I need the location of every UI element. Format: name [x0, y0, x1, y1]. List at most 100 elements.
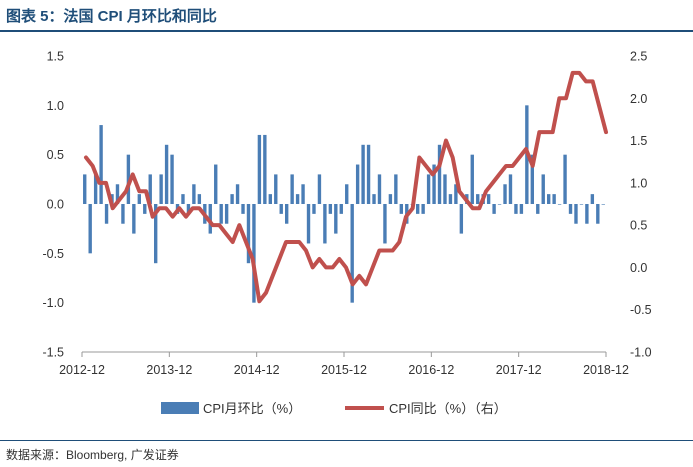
bar-mom — [579, 204, 584, 205]
bar-mom — [192, 184, 196, 204]
bar-mom — [492, 204, 496, 214]
bar-mom — [366, 144, 371, 204]
bar-mom — [132, 204, 136, 234]
bar-mom — [279, 204, 283, 214]
bar-mom — [339, 204, 343, 214]
y-right-tick-label: 1.5 — [630, 134, 647, 148]
bar-mom — [137, 194, 141, 204]
chart: 2012-12 2013-12 2014-12 2015-12 2016-12 2017-… — [42, 50, 652, 417]
bar-mom — [181, 194, 185, 204]
bar-mom — [585, 204, 589, 224]
chart-title: 图表 5：法国 CPI 月环比和同比 — [6, 8, 217, 25]
bar-mom — [235, 184, 240, 204]
bar-mom — [541, 174, 545, 204]
bar-mom — [547, 194, 551, 204]
bar-mom — [328, 204, 333, 214]
bar-mom — [416, 204, 420, 214]
bar-mom — [486, 194, 491, 204]
bar-mom — [186, 204, 191, 214]
bar-mom — [388, 194, 393, 204]
bar-mom — [601, 204, 605, 205]
y-left-tick-label: -0.5 — [42, 247, 64, 261]
bar-mom — [268, 194, 272, 204]
bar-mom — [350, 204, 354, 303]
y-left-tick-label: 1.5 — [47, 50, 64, 64]
bar-mom — [399, 204, 403, 214]
bar-mom — [426, 174, 431, 204]
y-right-tick-label: 2.0 — [630, 92, 647, 106]
bar-mom — [355, 164, 360, 204]
bar-mom — [590, 194, 595, 204]
bar-mom — [295, 194, 300, 204]
bar-mom — [514, 204, 518, 214]
bar-mom — [334, 204, 338, 234]
bar-mom — [568, 204, 573, 214]
bar-mom — [301, 184, 305, 204]
line-yoy — [84, 70, 608, 304]
x-tick-label: 2017-12 — [496, 363, 542, 377]
bar-mom — [454, 184, 458, 204]
bar-mom — [345, 184, 349, 204]
bar-mom — [83, 174, 87, 204]
bar-mom — [563, 154, 567, 204]
bar-mom — [503, 184, 507, 204]
y-right-tick-label: -1.0 — [630, 346, 652, 360]
x-tick-label: 2014-12 — [234, 363, 280, 377]
bar-mom — [219, 204, 223, 224]
bar-mom — [126, 154, 131, 204]
bar-mom — [290, 174, 294, 204]
bar-mom — [432, 164, 436, 204]
bar-mom — [519, 204, 524, 214]
bar-mom — [306, 204, 311, 244]
bar-mom — [263, 134, 267, 204]
y-left-tick-label: -1.5 — [42, 346, 64, 360]
bar-mom — [470, 154, 474, 204]
bar-mom — [252, 204, 256, 303]
bar-mom — [99, 125, 103, 204]
x-tick-label: 2013-12 — [146, 363, 192, 377]
source-note: 数据来源：Bloomberg, 广发证券 — [6, 448, 179, 462]
bar-mom — [323, 204, 327, 244]
bar-mom — [557, 204, 562, 205]
bar-mom — [459, 204, 464, 234]
y-left-tick-label: 0.5 — [47, 148, 64, 162]
bar-mom — [394, 174, 398, 204]
bar-mom — [246, 204, 251, 264]
bar-mom — [274, 174, 278, 204]
bar-mom — [143, 204, 147, 214]
y-right-tick-label: -0.5 — [630, 303, 652, 317]
bar-mom — [154, 204, 158, 264]
x-tick-label: 2018-12 — [583, 363, 629, 377]
bar-mom — [508, 174, 513, 204]
bar-mom — [115, 184, 120, 204]
bar-mom — [224, 204, 229, 224]
bar-mom — [361, 144, 365, 204]
bar-mom — [170, 154, 174, 204]
bar-mom — [372, 194, 376, 204]
y-right-tick-label: 0.5 — [630, 219, 647, 233]
bar-mom — [312, 204, 316, 214]
x-tick-label: 2015-12 — [321, 363, 367, 377]
bar-mom — [476, 194, 480, 204]
bar-mom — [574, 204, 578, 224]
bar-mom — [552, 194, 556, 204]
bar-mom — [208, 204, 212, 234]
source-divider — [0, 440, 693, 441]
bar-mom — [285, 204, 289, 224]
y-left-tick-label: 0.0 — [47, 198, 64, 212]
bar-mom — [104, 204, 109, 224]
legend-line-label: CPI同比（%）（右） — [389, 401, 507, 416]
bar-mom — [497, 204, 502, 205]
legend-bar-swatch — [161, 402, 199, 414]
bar-mom — [383, 204, 387, 244]
legend-bar-label: CPI月环比（%） — [203, 401, 301, 416]
bar-mom — [257, 134, 262, 204]
bar-mom — [148, 174, 152, 204]
bar-mom — [536, 204, 540, 214]
y-right-tick-label: 1.0 — [630, 176, 647, 190]
bar-mom — [437, 144, 442, 204]
bar-mom — [241, 204, 245, 214]
bar-mom — [448, 194, 453, 204]
bar-mom — [421, 204, 425, 214]
y-left-tick-label: -1.0 — [42, 296, 64, 310]
